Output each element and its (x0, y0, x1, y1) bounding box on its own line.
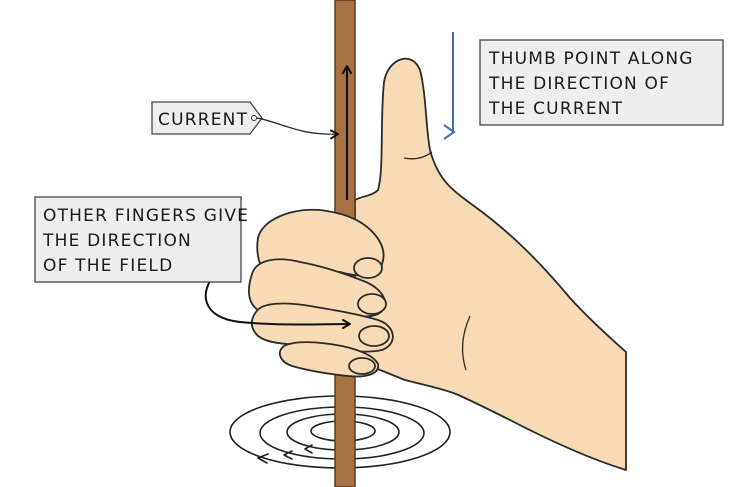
current-tag-hole (251, 115, 257, 121)
hand (354, 57, 627, 471)
fingers-label-line-1: OTHER FINGERS GIVE (43, 206, 249, 226)
fingers-label-line-3: OF THE FIELD (43, 256, 173, 276)
field-curl-arrow (204, 267, 351, 330)
thumb-label-box (479, 39, 724, 126)
fingers-label: OTHER FINGERS GIVE THE DIRECTION OF THE … (34, 196, 249, 283)
current-label-pointer (256, 117, 339, 140)
current-tag-shape (151, 101, 263, 135)
curled-fingers (248, 208, 394, 378)
current-label: CURRENT (151, 101, 263, 135)
index-nail (353, 257, 383, 279)
ring-finger (250, 302, 394, 353)
little-nail (348, 357, 376, 375)
palm-crease (461, 315, 471, 371)
ring-nail (358, 325, 390, 347)
current-label-text: CURRENT (158, 110, 248, 130)
field-arrow-outer (257, 453, 269, 464)
field-arrow-3 (304, 444, 313, 454)
thumb-crease (403, 151, 433, 160)
thumb-label-line-2: THE DIRECTION OF (488, 74, 670, 94)
thumb-label: THUMB POINT ALONG THE DIRECTION OF THE C… (479, 39, 724, 126)
thumb-label-line-3: THE CURRENT (488, 99, 623, 119)
field-arrow-2 (283, 450, 293, 460)
middle-nail (357, 293, 387, 315)
fingers-label-line-2: THE DIRECTION (42, 231, 192, 251)
thumb-and-palm (354, 57, 627, 471)
thumb-label-line-1: THUMB POINT ALONG (488, 49, 694, 69)
fingers-label-box (34, 196, 242, 283)
